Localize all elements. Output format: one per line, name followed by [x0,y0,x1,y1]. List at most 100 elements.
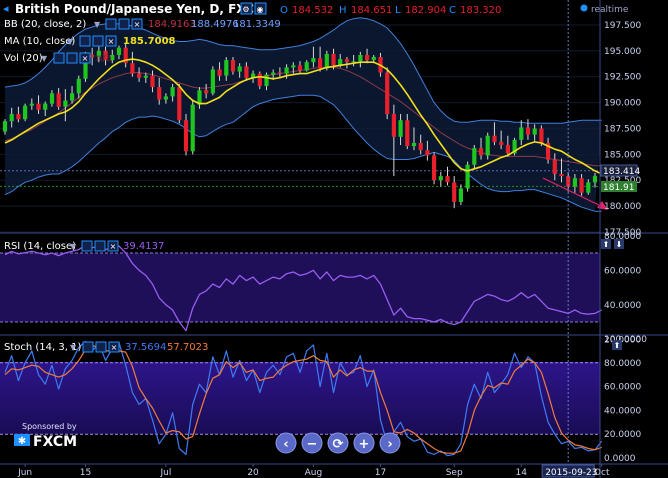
dropdown-icon[interactable]: ▼ [67,37,74,46]
stoch-y-tick-label: 60.0000 [604,383,641,393]
rsi-y-tick-label: 80.0000 [604,232,641,242]
candle [9,107,14,128]
candle-body [297,65,303,71]
candle [116,45,122,60]
svg-text:⚙: ⚙ [242,5,249,14]
svg-text:⬆: ⬆ [614,341,621,350]
x-tick-label: 20 [247,468,259,478]
candle [425,140,430,161]
ohlc-c-value: 183.320 [460,5,501,16]
settings-icon[interactable] [240,2,253,15]
candle [519,120,524,146]
candle-body [103,50,108,61]
candle-body [277,72,282,74]
crosshair-date: 2015-09-23 [545,468,597,478]
close-icon[interactable] [105,35,117,47]
eye-icon[interactable] [92,35,104,47]
vol-value: n/a [96,53,112,64]
eye-icon[interactable] [254,2,267,15]
zoom-out-button[interactable]: − [301,432,323,454]
stoch-legend[interactable]: Stoch (14, 3, 1) ▼ × 37.5694 57.7023 [4,341,208,353]
candle [586,179,591,195]
candle-body [197,90,202,105]
candle [398,113,403,146]
candle [351,54,356,67]
candle-body [512,139,517,154]
eye-icon[interactable] [118,18,130,30]
candle [485,132,490,160]
settings-icon[interactable] [53,52,65,64]
settings-icon[interactable] [79,35,91,47]
candle-body [170,87,175,97]
stoch-y-tick-label: 100.0000 [604,335,647,345]
panel-up-button[interactable] [601,239,611,249]
current-price: 181.91 [603,183,635,193]
candle-body [251,73,256,78]
svg-text:⬇: ⬇ [616,240,623,249]
sponsor-brand: FXCM [33,434,77,450]
panel-down-button[interactable] [614,239,624,249]
candle [445,166,450,186]
stoch-zone [0,362,600,434]
candle-body [304,62,309,71]
stoch-k-value: 37.5694 [125,342,166,353]
candle [163,93,168,104]
candle [432,152,437,185]
close-icon[interactable] [107,240,119,252]
candle [311,46,316,68]
nav-button-bg [275,432,297,454]
candle [499,130,504,150]
chart-header: ◂ British Pound/Japanese Yen, D, FXCM ⚙ … [3,2,629,16]
chevron-left-button[interactable]: ‹ [275,432,297,454]
sponsor-badge[interactable]: Sponsored by ✱ FXCM [14,422,77,450]
settings-icon[interactable] [81,240,93,252]
candle-body [411,143,417,147]
candle [411,127,417,151]
candle [304,60,309,72]
stoch-y-tick-label: 20.0000 [604,430,641,440]
candle-body [163,96,168,100]
dropdown-icon[interactable]: ▼ [41,54,48,63]
nav-button-bg [301,432,323,454]
y-tick-label: 195.000 [604,47,641,57]
zoom-in-button[interactable]: + [353,432,375,454]
x-tick-label: 14 [516,468,528,478]
dropdown-icon[interactable]: ▼ [70,242,77,251]
candle [49,90,55,107]
eye-icon[interactable] [94,240,106,252]
close-icon[interactable] [108,341,120,353]
settings-icon[interactable] [82,341,94,353]
vol-legend[interactable]: Vol (20) ▼ × n/a [4,52,112,64]
symbol-chevron-icon[interactable]: ◂ [3,2,9,15]
bb-upper-line [4,17,602,124]
reset-button[interactable]: ⟳ [327,432,349,454]
rsi-y-tick-label: 20.0000 [604,335,641,345]
eye-icon[interactable] [66,52,78,64]
eye-icon[interactable] [95,341,107,353]
candle-body [63,100,68,107]
candle [56,88,61,110]
bb-legend[interactable]: BB (20, close, 2) ▼ × 184.9163 188.4976 … [4,18,281,30]
dropdown-icon[interactable]: ▼ [70,343,77,352]
candle-body [90,55,95,58]
dropdown-icon[interactable]: ▼ [94,20,101,29]
stoch-y-tick-label: 0.0000 [604,454,636,464]
chevron-left-icon: ‹ [283,437,288,452]
sponsor-label: Sponsored by [22,422,77,431]
panel-up-button[interactable] [612,340,622,350]
chevron-right-button[interactable]: › [379,432,401,454]
close-icon[interactable] [79,52,91,64]
y-tick-label: 185.000 [604,150,641,160]
candle-body [365,55,370,61]
candle [579,174,584,196]
reset-icon: ⟳ [333,437,344,452]
rsi-legend[interactable]: RSI (14, close) ▼ × 39.4137 [4,240,164,252]
ma-legend[interactable]: MA (10, close) ▼ × 185.7008 [4,35,176,47]
settings-icon[interactable] [105,18,117,30]
close-icon[interactable] [131,18,143,30]
candle-body [116,47,122,55]
vol-legend-label: Vol (20) [4,53,43,64]
candle-body [23,105,28,120]
ohlc-o-value: 184.532 [292,5,333,16]
